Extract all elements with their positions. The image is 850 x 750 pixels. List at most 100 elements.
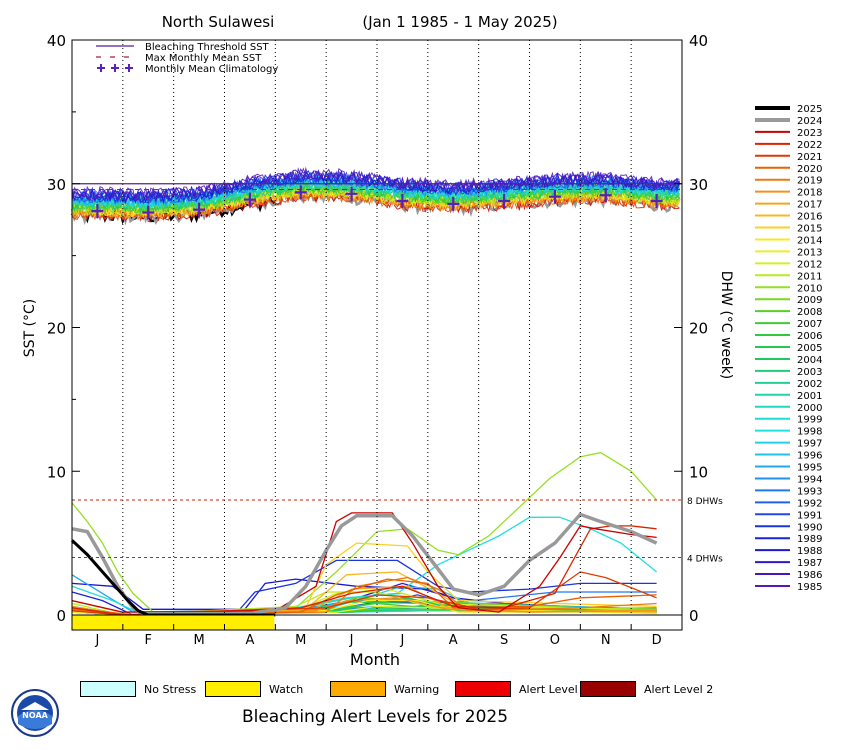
month-label: M [193,633,204,648]
y-right-tick-label: 0 [689,607,699,625]
climatology-marker [294,185,307,200]
alert-swatch [205,681,261,697]
y-axis-left: 0 10 20 30 40 [47,32,80,625]
climatology-marker [396,194,409,208]
year-legend-label: 2018 [797,188,822,199]
alert-label: Alert Level 1 [519,682,589,696]
climatology-marker [650,194,663,208]
alert-item-watch: Watch [205,678,303,700]
climatology-marker [548,189,561,204]
year-legend-label: 2000 [797,403,822,414]
month-label: O [550,633,560,648]
y-tick-label: 10 [47,463,66,481]
month-label: S [500,633,508,648]
legend-label: Monthly Mean Climatology [145,64,278,75]
year-legend-label: 2005 [797,343,822,354]
year-legend-label: 2023 [797,128,822,139]
legend-swatch-climatology [97,64,105,72]
dhw-reference-label: 4 DHWs [687,555,723,565]
alert-levels-legend: No Stress Watch Warning Alert Level 1 Al… [0,678,850,702]
dhw-reference-label: 8 DHWs [687,497,723,507]
year-legend-label: 2025 [797,104,822,115]
y-right-tick-label: 10 [689,463,708,481]
month-label: A [245,633,254,648]
y-tick-label: 40 [47,32,66,50]
alert-item-level-2: Alert Level 2 [580,678,713,700]
year-legend-label: 1991 [797,510,822,521]
year-legend-label: 1996 [797,451,822,462]
year-legend-label: 2016 [797,212,822,223]
climatology-marker [142,205,155,220]
noaa-logo: NOAA [11,689,59,737]
year-legend-label: 2021 [797,152,822,163]
alert-label: Watch [269,682,304,696]
year-legend-label: 2003 [797,367,822,378]
year-legend-label: 2008 [797,307,822,318]
year-legend-label: 2019 [797,176,822,187]
year-legend-label: 2012 [797,259,822,270]
y-right-tick-label: 30 [689,176,708,194]
year-legend-label: 1993 [797,486,822,497]
year-legend-label: 2024 [797,116,822,127]
logo-text: NOAA [22,711,48,720]
year-legend: 2025202420232022202120202019201820172016… [755,104,822,593]
legend-swatch-climatology [125,64,133,72]
month-label: N [601,633,611,648]
legend-swatch-climatology [111,64,119,72]
year-legend-label: 2010 [797,283,822,294]
month-label: J [349,633,354,648]
year-legend-label: 2007 [797,319,822,330]
alert-label: Alert Level 2 [644,682,714,696]
y-tick-label: 20 [47,320,66,338]
year-legend-label: 2009 [797,295,822,306]
year-legend-label: 2002 [797,379,822,390]
year-legend-label: 2004 [797,355,822,366]
year-legend-label: 2006 [797,331,822,342]
y-tick-label: 0 [56,607,66,625]
sst-series-group [70,166,681,226]
year-legend-label: 2011 [797,271,822,282]
alert-swatch [455,681,511,697]
month-label: D [652,633,662,648]
dhw-series-2023 [71,512,657,613]
year-legend-label: 1989 [797,534,822,545]
year-legend-label: 2015 [797,224,822,235]
climatology-marker [498,194,511,208]
year-legend-label: 1985 [797,582,822,593]
alert-swatch [580,681,636,697]
chart-title-region: North Sulawesi [162,13,275,31]
climatology-markers [91,185,663,220]
year-legend-label: 2014 [797,235,822,246]
y-axis-left-label: SST (°C) [22,299,38,357]
alert-label: Warning [394,682,440,696]
alert-item-no-stress: No Stress [80,678,196,700]
alert-item-level-1: Alert Level 1 [455,678,588,700]
y-right-tick-label: 20 [689,320,708,338]
year-legend-label: 1990 [797,522,822,533]
month-gridlines [122,40,632,615]
month-label: J [399,633,404,648]
year-legend-label: 1992 [797,498,822,509]
month-label: F [145,633,152,648]
month-label: A [449,633,458,648]
year-legend-label: 1986 [797,570,822,581]
year-legend-label: 2001 [797,391,822,402]
y-right-tick-label: 40 [689,32,708,50]
year-legend-label: 1999 [797,415,822,426]
year-legend-label: 2022 [797,140,822,151]
year-legend-label: 1997 [797,439,822,450]
dhw-series-2010 [71,451,658,616]
year-legend-label: 1998 [797,427,822,438]
year-legend-label: 1988 [797,546,822,557]
legend-label: Bleaching Threshold SST [145,42,270,53]
dhw-series-group [70,451,658,617]
y-axis-right: 0 10 20 30 40 [674,32,708,625]
year-legend-label: 2020 [797,164,822,175]
sst-series-1986 [71,166,680,202]
climatology-marker [193,202,206,217]
month-label: J [94,633,99,648]
alert-swatch [330,681,386,697]
x-axis-label: Month [350,650,400,669]
year-legend-label: 1994 [797,474,822,485]
